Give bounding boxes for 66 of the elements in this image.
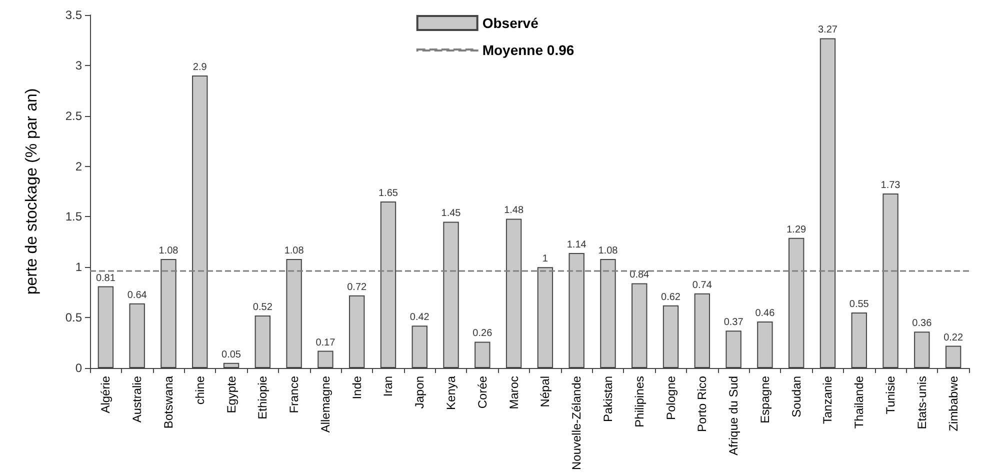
y-tick-label: 0.5 xyxy=(65,310,82,325)
data-label: 0.81 xyxy=(96,272,116,284)
data-label: 0.64 xyxy=(127,290,148,301)
data-label: 0.22 xyxy=(944,332,964,344)
x-tick-label: Maroc xyxy=(506,376,521,410)
data-label: 3.27 xyxy=(818,24,838,36)
data-label: 1.08 xyxy=(158,246,179,257)
legend-label: Observé xyxy=(482,15,539,31)
y-tick-label: 2 xyxy=(75,159,82,174)
x-tick-label: Pologne xyxy=(664,376,678,420)
data-label: 0.52 xyxy=(252,302,273,314)
x-tick-label: Thailande xyxy=(852,376,866,429)
data-label: 1.48 xyxy=(504,205,524,216)
y-axis-title: perte de stockage (% par an) xyxy=(24,88,40,295)
x-tick-label: Soudan xyxy=(789,376,804,418)
data-label: 0.42 xyxy=(410,312,430,324)
data-label: 0.46 xyxy=(755,308,776,320)
y-tick-label: 0 xyxy=(75,360,82,375)
x-tick-label: Kenya xyxy=(444,376,458,410)
x-tick-label: Porto Rico xyxy=(695,376,710,432)
y-tick-label: 3.5 xyxy=(65,8,82,22)
data-label: 1.08 xyxy=(284,246,304,257)
data-label: 1.65 xyxy=(378,188,398,200)
x-tick-label: Philipines xyxy=(632,376,646,428)
y-tick-label: 1 xyxy=(75,260,82,274)
y-tick-label: 2.5 xyxy=(65,108,82,123)
x-tick-label: Tunisie xyxy=(884,376,898,414)
data-label: 0.17 xyxy=(316,337,336,348)
x-tick-label: Australie xyxy=(130,376,144,423)
x-tick-label: Zimbabwe xyxy=(946,376,960,432)
x-tick-label: France xyxy=(287,376,302,414)
data-label: 2.9 xyxy=(192,62,208,74)
x-tick-label: Ethiopie xyxy=(256,376,270,420)
data-label: 0.62 xyxy=(661,292,681,303)
x-tick-label: Nouvelle-Zélande xyxy=(570,376,584,470)
data-label: 1 xyxy=(542,254,548,265)
x-tick-label: Iran xyxy=(381,376,396,397)
data-label: 0.72 xyxy=(347,282,368,293)
data-label: 1.45 xyxy=(441,208,462,220)
x-tick-label: Corée xyxy=(475,376,490,409)
x-tick-label: Inde xyxy=(350,376,364,400)
x-tick-label: Egypte xyxy=(224,376,238,414)
data-label: 0.74 xyxy=(692,280,712,291)
x-tick-label: Afrique du Sud xyxy=(726,376,741,456)
x-tick-label: Espagne xyxy=(758,376,772,424)
x-tick-label: Tanzanie xyxy=(820,376,835,424)
x-tick-label: Japon xyxy=(412,376,427,409)
data-label: 1.73 xyxy=(880,180,901,191)
data-label: 0.05 xyxy=(222,349,242,360)
y-tick-label: 3 xyxy=(75,58,82,72)
y-tick-label: 1.5 xyxy=(65,210,82,224)
x-tick-label: Algérie xyxy=(98,376,113,414)
data-label: 0.26 xyxy=(472,328,493,340)
x-tick-label: Allemagne xyxy=(318,376,332,433)
data-label: 1.14 xyxy=(566,239,587,250)
x-tick-label: Népal xyxy=(538,376,552,408)
data-label: 0.37 xyxy=(724,317,744,328)
x-tick-label: Botswana xyxy=(161,376,176,429)
x-tick-label: Etats-unis xyxy=(914,376,929,430)
x-tick-label: chine xyxy=(192,376,207,405)
legend-label: Moyenne 0.96 xyxy=(482,42,574,58)
x-tick-label: Pakistan xyxy=(600,376,615,422)
data-label: 1.29 xyxy=(786,224,807,236)
data-label: 0.55 xyxy=(849,298,870,310)
data-label: 1.08 xyxy=(598,246,618,257)
data-label: 0.36 xyxy=(912,318,932,330)
